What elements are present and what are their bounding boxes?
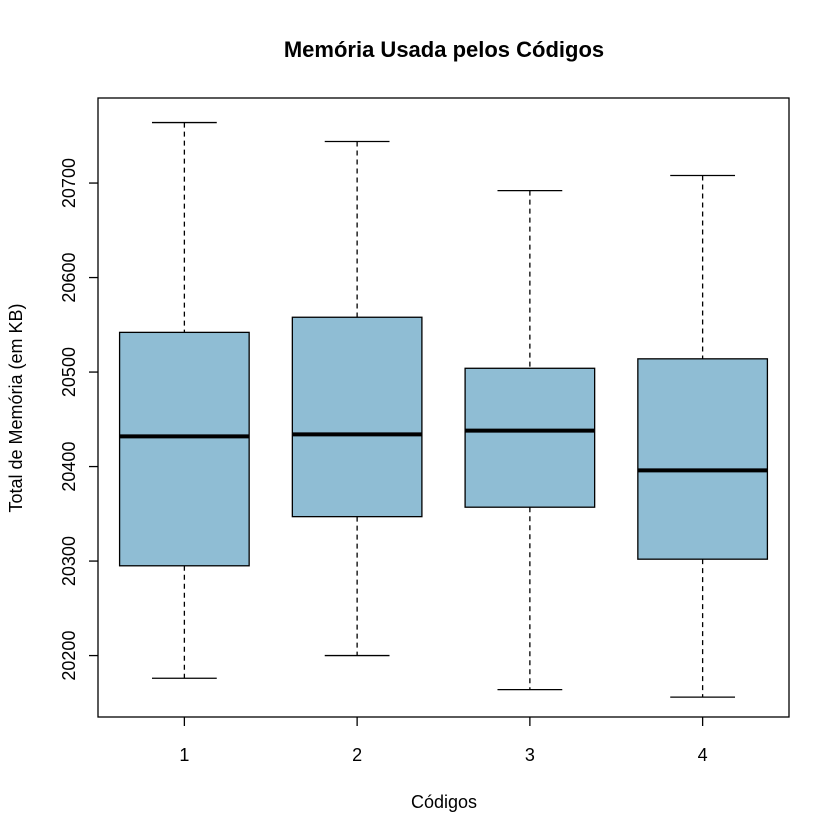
x-axis-label: Códigos: [411, 792, 477, 812]
y-tick-label-20200: 20200: [59, 631, 79, 681]
box-group-2: [291, 140, 423, 657]
y-tick-label-20400: 20400: [59, 442, 79, 492]
x-tick-label-3: 3: [525, 745, 535, 765]
axis-layer: 1 2 3 4 20200 20300 20400 20500 20600 20700: [59, 158, 708, 765]
box-3: [464, 367, 596, 508]
y-axis-label: Total de Memória (em KB): [6, 303, 26, 512]
box-group-4: [637, 174, 769, 698]
x-tick-label-1: 1: [179, 745, 189, 765]
x-tick-label-4: 4: [698, 745, 708, 765]
y-tick-label-20600: 20600: [59, 253, 79, 303]
plot-layer: [118, 121, 769, 698]
y-tick-label-20500: 20500: [59, 347, 79, 397]
y-tick-label-20300: 20300: [59, 536, 79, 586]
box-group-3: [464, 189, 596, 691]
box-2: [291, 316, 423, 518]
chart-title: Memória Usada pelos Códigos: [284, 37, 604, 62]
x-tick-label-2: 2: [352, 745, 362, 765]
box-1: [118, 331, 250, 567]
plot-frame: [97, 97, 790, 718]
box-group-1: [118, 121, 250, 679]
box-4: [637, 358, 769, 560]
y-tick-label-20700: 20700: [59, 158, 79, 208]
